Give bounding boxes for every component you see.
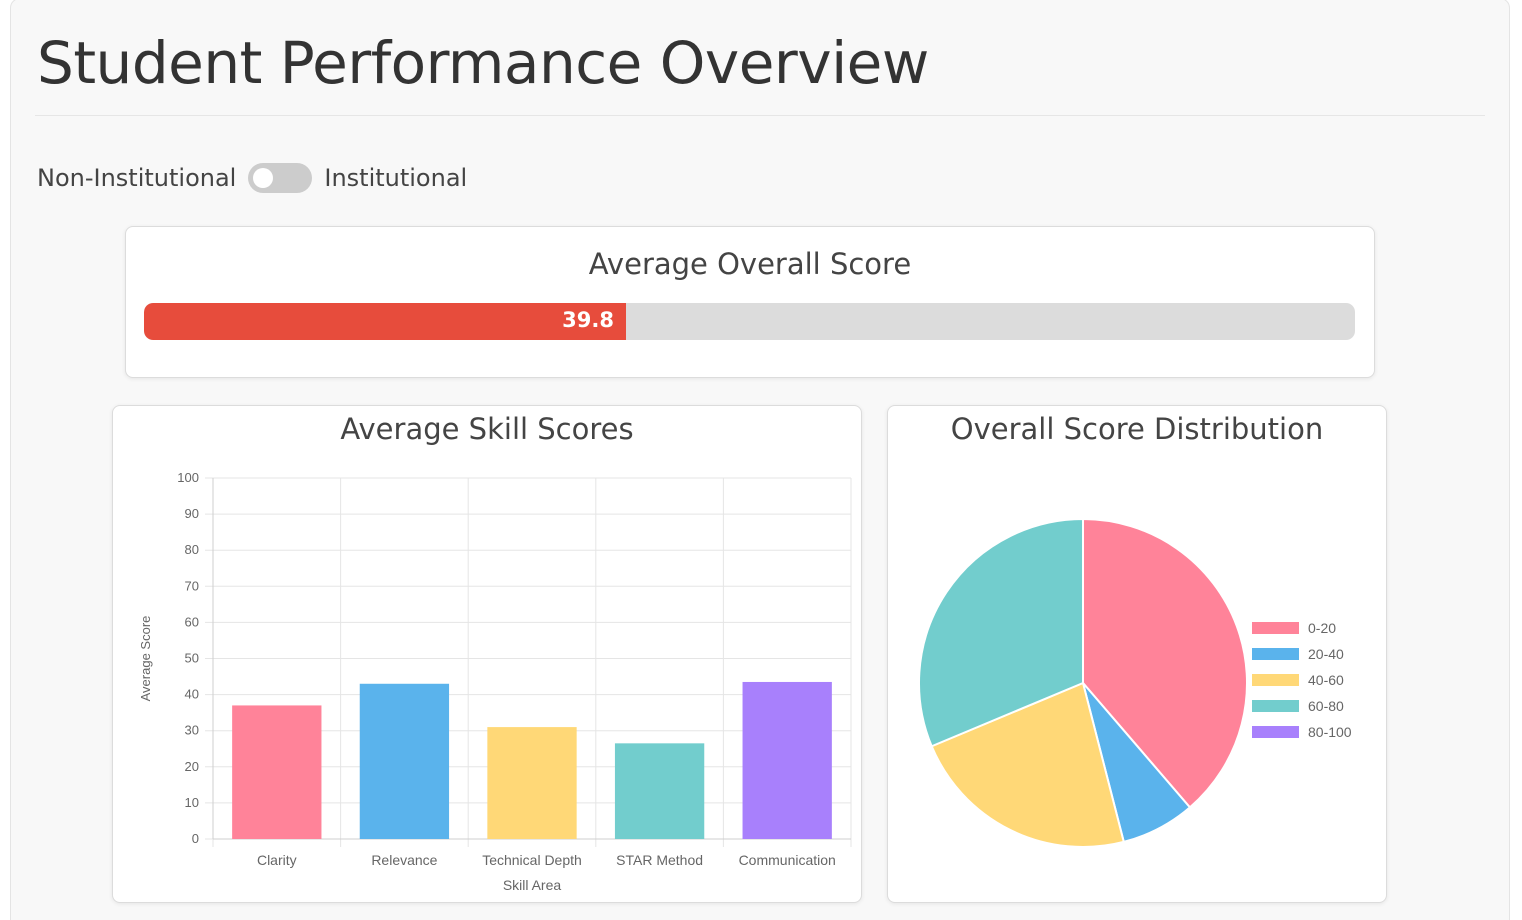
institution-toggle-switch[interactable]: [248, 163, 313, 193]
pie-slice-60-80: [918, 517, 1084, 748]
skill-scores-card: Average Skill Scores 0 10 20 30 40 50 60 70 80 90…: [112, 405, 862, 903]
bar-communication: [742, 681, 832, 839]
toggle-right-label: Institutional: [324, 164, 468, 192]
institution-toggle-row: Non-Institutional Institutional: [37, 161, 467, 195]
bar-technical-depth: [487, 727, 577, 839]
average-score-progress-bar: 39.8: [144, 303, 1355, 340]
title-divider: [35, 115, 1485, 116]
x-tick-label: STAR Method: [616, 852, 703, 868]
score-distribution-title: Overall Score Distribution: [950, 412, 1324, 446]
y-tick-label: 50: [185, 651, 199, 666]
legend-swatch: [1252, 700, 1299, 712]
bar-relevance: [359, 683, 450, 839]
y-tick-label: 30: [185, 723, 199, 738]
pie-slice-0-20: [1082, 517, 1248, 809]
y-tick-label: 80: [185, 542, 199, 557]
legend-label: 40-60: [1308, 672, 1344, 688]
legend-swatch: [1252, 648, 1299, 660]
legend-label: 0-20: [1308, 620, 1336, 636]
y-tick-label: 70: [185, 578, 199, 593]
legend-swatch: [1252, 622, 1299, 634]
y-tick-label: 40: [185, 687, 199, 702]
average-score-card: Average Overall Score 39.8: [125, 226, 1375, 378]
x-axis-title: Skill Area: [503, 877, 562, 893]
legend-label: 60-80: [1308, 698, 1344, 714]
toggle-knob: [253, 168, 274, 188]
legend-swatch: [1252, 726, 1299, 738]
y-tick-label: 10: [185, 795, 199, 810]
legend-label: 20-40: [1308, 646, 1344, 662]
skill-scores-bar-chart: 0 10 20 30 40 50 60 70 80 90 100 Clarity Relevance Te…: [138, 470, 852, 893]
bar-clarity: [232, 705, 322, 839]
toggle-left-label: Non-Institutional: [37, 164, 237, 192]
average-score-progress-fill: 39.8: [144, 303, 626, 340]
score-distribution-card: Overall Score Distribution 0-20 20-40 40-6…: [887, 405, 1387, 903]
x-tick-label: Technical Depth: [482, 852, 582, 868]
y-tick-label: 60: [185, 614, 199, 629]
average-score-value: 39.8: [562, 308, 614, 332]
x-tick-label: Communication: [739, 852, 836, 868]
pie-slice-40-60: [930, 681, 1126, 848]
y-tick-label: 0: [192, 831, 199, 846]
bar-star-method: [614, 743, 705, 839]
x-tick-label: Relevance: [371, 852, 437, 868]
y-tick-label: 90: [185, 506, 199, 521]
legend-label: 80-100: [1308, 724, 1352, 740]
y-tick-label: 100: [177, 470, 199, 485]
x-tick-label: Clarity: [257, 852, 297, 868]
skill-scores-title: Average Skill Scores: [340, 412, 634, 446]
y-tick-label: 20: [185, 759, 199, 774]
legend-swatch: [1252, 674, 1299, 686]
score-distribution-pie-chart: 0-20 20-40 40-60 60-80 80-100: [918, 517, 1352, 848]
y-axis-title: Average Score: [138, 616, 153, 702]
average-score-title: Average Overall Score: [588, 247, 912, 281]
page-title: Student Performance Overview: [37, 29, 929, 97]
